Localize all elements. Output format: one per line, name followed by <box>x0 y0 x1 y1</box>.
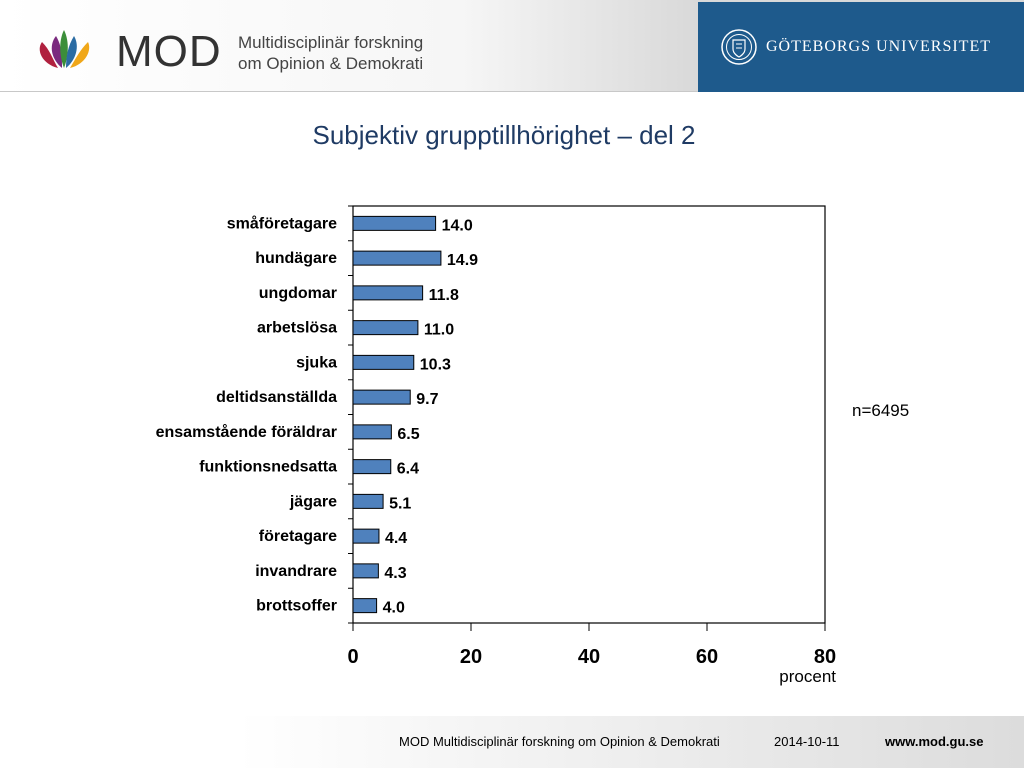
mod-logo-subtitle-line1: Multidisciplinär forskning <box>238 33 424 52</box>
x-tick-label: 20 <box>460 646 482 668</box>
x-tick-label: 40 <box>578 646 600 668</box>
data-label: 11.8 <box>429 287 459 304</box>
bar <box>352 285 424 301</box>
category-label: jägare <box>289 493 337 510</box>
slide-title: Subjektiv grupptillhörighet – del 2 <box>312 120 696 150</box>
bar <box>352 528 380 544</box>
category-label: brottsoffer <box>256 598 337 615</box>
data-label: 4.4 <box>385 530 407 547</box>
category-label: företagare <box>259 528 337 545</box>
bar-chart: småföretagare 14.0 hundägare 14.9 ungdomar 11… <box>156 205 836 686</box>
bar <box>352 389 411 405</box>
bar <box>352 598 378 614</box>
bar <box>352 354 415 370</box>
bar <box>352 493 384 509</box>
category-label: funktionsnedsatta <box>199 459 337 476</box>
footer-url-link[interactable]: www.mod.gu.se <box>885 734 984 749</box>
plot-frame <box>352 205 826 624</box>
data-label: 5.1 <box>389 495 411 512</box>
x-tick-label: 0 <box>347 646 358 668</box>
data-label: 6.5 <box>397 426 419 443</box>
x-tick-label: 80 <box>814 646 836 668</box>
bar <box>352 320 419 336</box>
university-name: GÖTEBORGS UNIVERSITET <box>766 38 991 55</box>
bar <box>352 459 392 475</box>
mod-logo-text: MOD <box>116 27 222 76</box>
mod-logo-subtitle-line2: om Opinion & Demokrati <box>238 54 424 73</box>
x-axis-label: procent <box>779 667 836 686</box>
data-label: 11.0 <box>424 322 454 339</box>
bar <box>352 250 442 266</box>
bar <box>352 424 392 440</box>
data-label: 14.9 <box>447 252 478 269</box>
sample-size-label: n=6495 <box>852 401 910 420</box>
bar <box>352 215 437 231</box>
bar <box>352 563 379 579</box>
university-logo-box: GÖTEBORGS UNIVERSITET <box>698 2 1024 92</box>
x-tick-label: 60 <box>696 646 718 668</box>
data-label: 10.3 <box>420 356 451 373</box>
mod-flower-logo-icon <box>39 30 90 68</box>
header-divider <box>0 91 1024 92</box>
data-label: 9.7 <box>416 391 438 408</box>
category-label: hundägare <box>255 250 337 267</box>
data-label: 14.0 <box>442 217 473 234</box>
data-label: 4.3 <box>384 565 406 582</box>
category-label: ensamstående föräldrar <box>156 423 337 441</box>
category-label: arbetslösa <box>257 320 337 337</box>
footer-organization: MOD Multidisciplinär forskning om Opinio… <box>399 734 720 749</box>
category-label: invandrare <box>255 563 337 580</box>
footer-band <box>238 716 1024 768</box>
data-label: 6.4 <box>397 461 419 478</box>
category-label: sjuka <box>296 354 337 371</box>
data-label: 4.0 <box>383 600 405 617</box>
university-seal-icon <box>721 29 757 65</box>
category-label: ungdomar <box>259 285 337 302</box>
mod-logo-subtitle: Multidisciplinär forskning om Opinion & … <box>238 32 423 74</box>
category-label: deltidsanställda <box>216 389 337 406</box>
category-label: småföretagare <box>227 214 337 232</box>
footer-date: 2014-10-11 <box>774 734 840 749</box>
